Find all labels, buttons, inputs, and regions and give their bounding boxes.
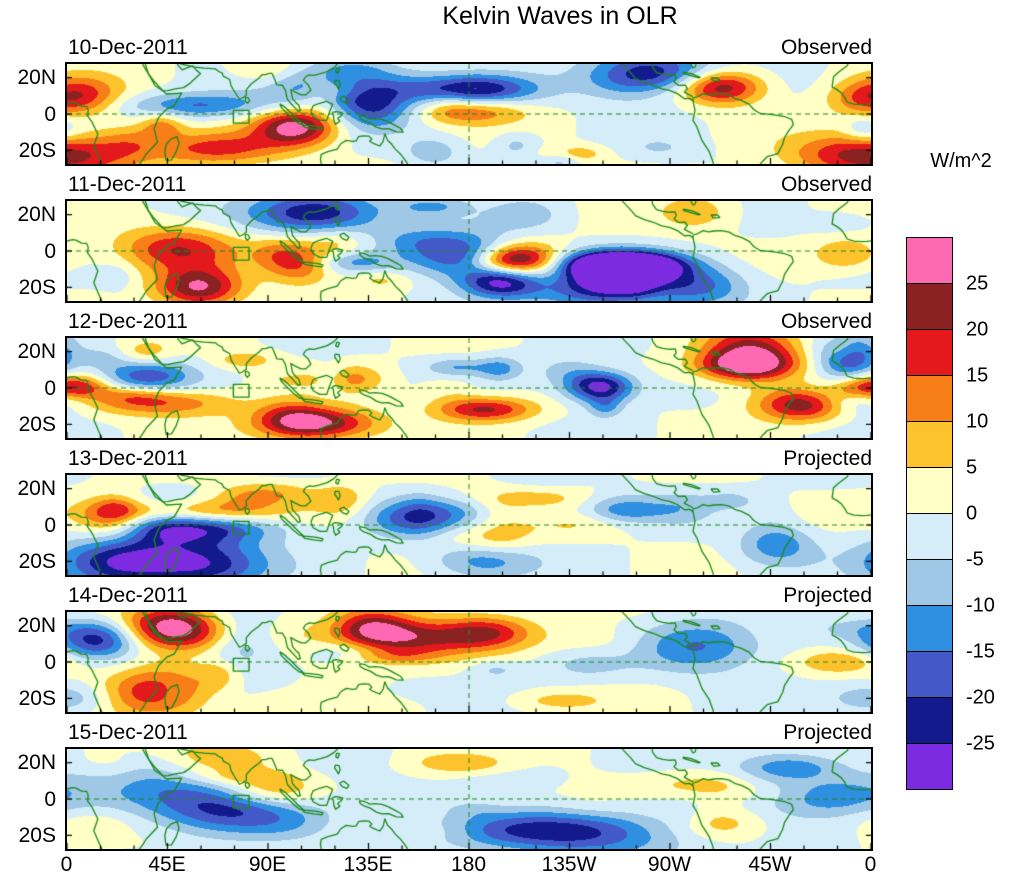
y-tick-label: 0 (44, 103, 56, 126)
y-tick-label: 20S (18, 413, 56, 436)
colorbar-tick-label: -25 (966, 732, 995, 754)
colorbar-tick-label: 15 (966, 364, 989, 386)
colorbar-tick-label: 0 (966, 502, 978, 524)
y-tick-label: 20N (17, 614, 56, 637)
panel-date-label: 11-Dec-2011 (68, 173, 187, 196)
colorbar-cell (907, 283, 952, 329)
x-tick-label: 180 (450, 853, 487, 876)
y-tick-label: 20N (17, 751, 56, 774)
panel-header: 13-Dec-2011 Projected (66, 447, 872, 471)
y-tick-label: 20S (18, 824, 56, 847)
panel: 13-Dec-2011 Projected 20N 0 20S (0, 441, 873, 578)
colorbar-cell (907, 375, 952, 421)
colorbar-cell (907, 238, 952, 283)
panel-date-label: 13-Dec-2011 (68, 447, 188, 470)
x-tick-label: 135E (343, 853, 393, 876)
colorbar-tick-label: 5 (966, 456, 978, 478)
x-tick-label: 90W (647, 853, 692, 876)
panel-date-label: 14-Dec-2011 (68, 584, 188, 607)
x-tick-label: 45W (748, 853, 792, 876)
colorbar-units-label: W/m^2 (930, 150, 992, 172)
colorbar-cell (907, 421, 952, 467)
panel-header: 14-Dec-2011 Projected (66, 584, 872, 608)
panel: 10-Dec-2011 Observed 20N 0 20S (0, 30, 873, 167)
y-tick-label: 0 (44, 377, 56, 400)
y-tick-label: 0 (44, 651, 56, 674)
colorbar-tick-label: 25 (966, 272, 989, 294)
panel-date-label: 12-Dec-2011 (68, 310, 188, 333)
panel-date-label: 10-Dec-2011 (68, 36, 188, 59)
y-tick-label: 20S (18, 687, 56, 710)
map-canvas (65, 610, 873, 714)
colorbar-tick-label: -20 (966, 686, 995, 708)
y-tick-label: 0 (44, 240, 56, 263)
map-canvas (65, 199, 873, 303)
colorbar-cell (907, 743, 952, 789)
map-canvas (65, 336, 873, 440)
colorbar-cell (907, 605, 952, 651)
y-tick-label: 0 (44, 788, 56, 811)
y-tick-label: 20N (17, 340, 56, 363)
x-tick-label: 90E (248, 853, 287, 876)
x-tick-label: 0 (864, 853, 877, 876)
panel-type-label: Observed (780, 36, 872, 59)
panel-header: 10-Dec-2011 Observed (66, 36, 872, 60)
map-canvas (65, 747, 873, 851)
x-tick-label: 0 (60, 853, 73, 876)
colorbar (906, 237, 953, 790)
colorbar-tick-label: -15 (966, 640, 995, 662)
panel: 15-Dec-2011 Projected 20N 0 20S (0, 715, 873, 852)
colorbar-tick-label: 10 (966, 410, 989, 432)
chart-title: Kelvin Waves in OLR (442, 2, 678, 30)
panel-type-label: Projected (783, 721, 872, 744)
y-tick-label: 20N (17, 477, 56, 500)
y-tick-label: 20S (18, 276, 56, 299)
panel-type-label: Projected (783, 584, 872, 607)
colorbar-tick-label: 20 (966, 318, 989, 340)
panel-type-label: Observed (780, 310, 872, 333)
y-tick-label: 20S (18, 550, 56, 573)
map-canvas (65, 62, 873, 166)
colorbar-cell (907, 513, 952, 559)
y-tick-label: 20N (17, 66, 56, 89)
panel-date-label: 15-Dec-2011 (68, 721, 188, 744)
colorbar-cell (907, 697, 952, 743)
colorbar-cell (907, 329, 952, 375)
y-tick-label: 0 (44, 514, 56, 537)
panel: 14-Dec-2011 Projected 20N 0 20S (0, 578, 873, 715)
x-tick-label: 135W (541, 853, 597, 876)
panel: 12-Dec-2011 Observed 20N 0 20S (0, 304, 873, 441)
colorbar-cell (907, 559, 952, 605)
panel: 11-Dec-2011 Observed 20N 0 20S (0, 167, 873, 304)
y-tick-label: 20N (17, 203, 56, 226)
panel-header: 15-Dec-2011 Projected (66, 721, 872, 745)
panel-type-label: Projected (783, 447, 872, 470)
colorbar-tick-label: -5 (966, 548, 984, 570)
panel-header: 12-Dec-2011 Observed (66, 310, 872, 334)
colorbar-tick-label: -10 (966, 594, 995, 616)
panel-header: 11-Dec-2011 Observed (66, 173, 872, 197)
panel-type-label: Observed (780, 173, 872, 196)
colorbar-cell (907, 651, 952, 697)
x-tick-label: 45E (148, 853, 186, 876)
map-canvas (65, 473, 873, 577)
y-tick-label: 20S (18, 139, 56, 162)
colorbar-cell (907, 467, 952, 513)
